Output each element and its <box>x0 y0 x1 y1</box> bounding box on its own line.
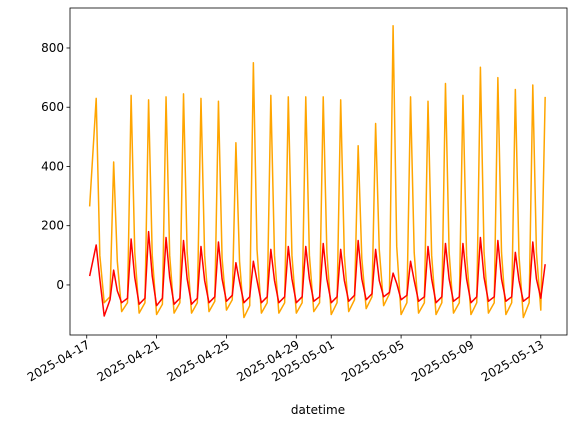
x-tick-label: 2025-04-17 <box>25 337 92 384</box>
y-tick-label: 600 <box>41 100 64 114</box>
y-tick-label: 0 <box>56 278 64 292</box>
x-tick-label: 2025-04-25 <box>165 337 232 384</box>
y-tick-label: 200 <box>41 219 64 233</box>
plot-frame <box>69 7 568 336</box>
line-series <box>88 25 546 319</box>
y-tick-label: 800 <box>41 41 64 55</box>
x-tick-label: 2025-05-05 <box>339 337 406 384</box>
x-axis-label: datetime <box>291 403 345 417</box>
x-tick-label: 2025-04-21 <box>95 337 162 384</box>
x-tick-label: 2025-05-09 <box>409 337 476 384</box>
y-tick-label: 400 <box>41 159 64 173</box>
line-series <box>88 230 546 317</box>
x-tick-label: 2025-05-13 <box>479 337 546 384</box>
